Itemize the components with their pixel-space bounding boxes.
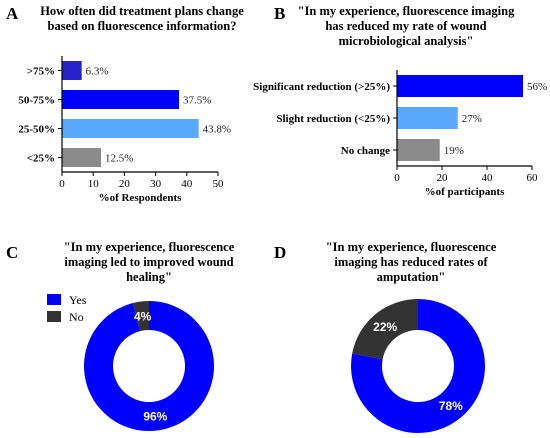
chart-a-category-label: 50-75%	[18, 95, 55, 107]
chart-a-category-label: >75%	[27, 66, 55, 78]
chart-a-title-line: How often did treatment plans change	[40, 4, 244, 18]
chart-a-x-tick-label: 10	[88, 178, 100, 190]
chart-d-title-line: imaging has reduced rates of	[334, 255, 488, 269]
chart-a-data-label: 37.5%	[183, 95, 211, 107]
chart-c-slice	[84, 301, 214, 432]
chart-a-x-tick-label: 0	[59, 178, 65, 190]
chart-b-bar	[397, 139, 440, 161]
chart-b-title-line: "In my experience, fluorescence imaging	[298, 4, 515, 18]
panel-label-a: A	[6, 4, 19, 23]
chart-a-category-label: <25%	[27, 153, 55, 165]
chart-d-slice	[350, 299, 486, 434]
chart-b: "In my experience, fluorescence imagingh…	[253, 4, 547, 198]
chart-b-data-label: 19%	[444, 145, 464, 157]
chart-a-bar	[62, 61, 82, 80]
chart-b-x-tick-label: 20	[437, 172, 449, 184]
chart-b-title-line: has reduced my rate of wound	[325, 19, 486, 33]
chart-a-bar	[62, 148, 101, 167]
chart-c-legend-swatch	[47, 311, 61, 322]
chart-c-legend-label: Yes	[69, 293, 87, 307]
chart-d-slice-label: 22%	[373, 320, 397, 334]
chart-b-category-label: Slight reduction (<25%)	[276, 113, 390, 125]
chart-b-x-tick-label: 0	[394, 172, 400, 184]
chart-b-title-line: microbiological analysis"	[339, 34, 474, 48]
chart-a-x-tick-label: 20	[119, 178, 131, 190]
panel-label-c: C	[6, 243, 18, 262]
chart-a-category-label: 25-50%	[18, 124, 55, 136]
chart-a-x-tick-label: 40	[181, 178, 193, 190]
chart-b-bar	[397, 75, 523, 97]
chart-b-data-label: 27%	[462, 113, 482, 125]
chart-d-title-line: "In my experience, fluorescence	[326, 240, 497, 254]
panel-label-d: D	[274, 243, 286, 262]
chart-a-data-label: 12.5%	[105, 153, 133, 165]
chart-a-bar	[62, 90, 179, 109]
chart-c-slice-label: 96%	[143, 410, 167, 424]
chart-d-slice-label: 78%	[439, 399, 463, 413]
chart-a-data-label: 43.8%	[203, 124, 231, 136]
chart-b-x-tick-label: 60	[527, 172, 539, 184]
chart-c-title-line: "In my experience, fluorescence	[64, 240, 235, 254]
chart-a-x-axis-label: %of Respondents	[99, 192, 183, 204]
chart-c-title-line: healing"	[126, 270, 172, 284]
chart-a-x-tick-label: 30	[150, 178, 162, 190]
chart-d-title-line: amputation"	[377, 270, 446, 284]
chart-c-legend-swatch	[47, 294, 61, 305]
chart-a-data-label: 6.3%	[86, 66, 109, 78]
chart-b-category-label: No change	[341, 145, 390, 157]
chart-b-data-label: 56%	[527, 81, 547, 93]
chart-a-bar	[62, 119, 199, 138]
chart-b-x-tick-label: 40	[482, 172, 494, 184]
chart-a-x-tick-label: 50	[213, 178, 225, 190]
chart-d-slice	[352, 299, 418, 360]
chart-c-legend-label: No	[69, 310, 84, 324]
chart-c-slice-label: 4%	[134, 309, 152, 323]
chart-b-category-label: Significant reduction (>25%)	[253, 81, 390, 93]
chart-a: How often did treatment plans changebase…	[18, 4, 244, 204]
chart-c-slice	[132, 301, 149, 332]
chart-a-title-line: based on fluorescence information?	[48, 19, 237, 33]
chart-b-x-axis-label: %of participants	[425, 186, 505, 198]
chart-c-title-line: imaging led to improved wound	[64, 255, 233, 269]
panel-label-b: B	[274, 4, 285, 23]
chart-b-bar	[397, 107, 458, 129]
